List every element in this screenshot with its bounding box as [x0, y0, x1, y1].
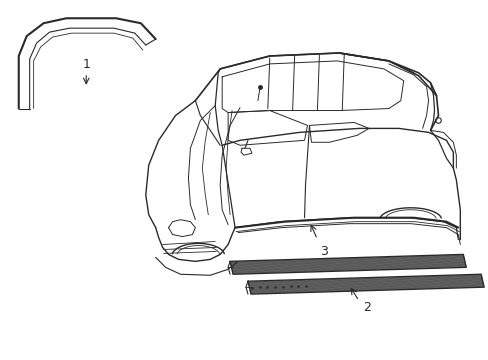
Text: 2: 2	[363, 301, 370, 314]
Text: 1: 1	[82, 58, 90, 71]
Text: 3: 3	[320, 245, 327, 258]
